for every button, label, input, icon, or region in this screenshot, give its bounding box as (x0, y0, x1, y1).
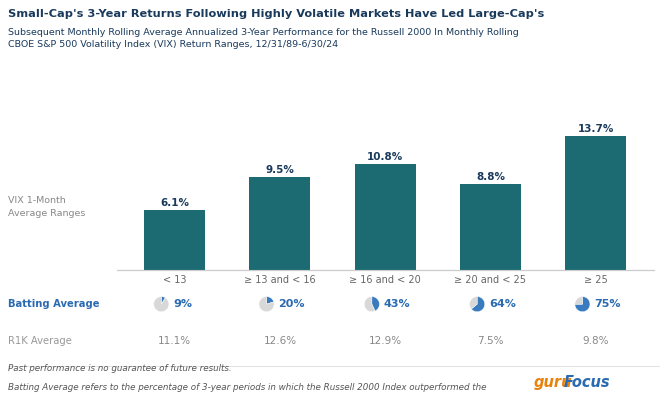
Bar (144, 210, 205, 270)
Text: 9%: 9% (173, 299, 192, 309)
Text: 9.8%: 9.8% (582, 336, 609, 346)
Text: 10.8%: 10.8% (367, 152, 404, 162)
Bar (460, 184, 521, 270)
Wedge shape (267, 297, 273, 304)
Bar (249, 177, 310, 270)
Text: Batting Average refers to the percentage of 3-year periods in which the Russell : Batting Average refers to the percentage… (8, 383, 486, 392)
Wedge shape (161, 297, 165, 304)
Text: 12.9%: 12.9% (369, 336, 402, 346)
Text: Batting Average: Batting Average (8, 299, 99, 309)
Wedge shape (372, 297, 380, 311)
Text: 43%: 43% (384, 299, 410, 309)
Text: 13.7%: 13.7% (578, 124, 614, 134)
Wedge shape (153, 297, 169, 312)
Wedge shape (470, 297, 477, 309)
Text: VIX 1-Month
Average Ranges: VIX 1-Month Average Ranges (8, 196, 85, 217)
Text: 64%: 64% (489, 299, 516, 309)
Wedge shape (472, 297, 485, 312)
Text: 9.5%: 9.5% (265, 165, 294, 175)
Text: 8.8%: 8.8% (476, 172, 505, 182)
Text: guru: guru (534, 375, 572, 390)
Text: Subsequent Monthly Rolling Average Annualized 3-Year Performance for the Russell: Subsequent Monthly Rolling Average Annua… (8, 28, 519, 49)
Wedge shape (575, 297, 582, 304)
Text: R1K Average: R1K Average (8, 336, 72, 346)
Text: Small-Cap's 3-Year Returns Following Highly Volatile Markets Have Led Large-Cap': Small-Cap's 3-Year Returns Following Hig… (8, 9, 544, 19)
Text: 11.1%: 11.1% (158, 336, 191, 346)
Text: 7.5%: 7.5% (477, 336, 504, 346)
Text: Past performance is no guarantee of future results.: Past performance is no guarantee of futu… (8, 364, 231, 374)
Wedge shape (364, 297, 375, 312)
Text: 12.6%: 12.6% (263, 336, 296, 346)
Text: 75%: 75% (594, 299, 621, 309)
Text: Focus: Focus (564, 375, 610, 390)
Wedge shape (575, 297, 590, 312)
Bar (565, 136, 626, 270)
Wedge shape (259, 297, 274, 312)
Bar (355, 164, 416, 270)
Text: 6.1%: 6.1% (160, 199, 189, 208)
Text: 20%: 20% (279, 299, 305, 309)
